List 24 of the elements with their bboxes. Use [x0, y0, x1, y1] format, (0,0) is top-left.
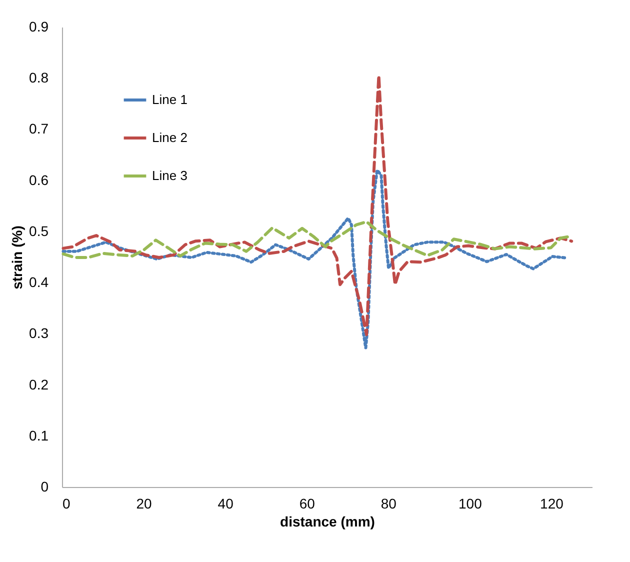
y-tick-label: 0.1 [29, 427, 49, 444]
line-series [62, 220, 571, 260]
x-tick-label: 120 [540, 496, 564, 512]
legend-label: Line 1 [152, 92, 188, 107]
y-tick-label: 0.4 [29, 274, 49, 290]
y-axis-title: strain (%) [9, 226, 26, 290]
x-tick-label: 100 [458, 496, 482, 512]
legend-label: Line 3 [152, 168, 188, 183]
x-axis-title: distance (mm) [280, 514, 375, 530]
legend-label: Line 2 [152, 130, 188, 145]
y-tick-label: 0.7 [29, 120, 49, 137]
x-tick-label: 60 [299, 496, 316, 512]
y-tick-label: 0.3 [29, 325, 49, 342]
x-tick-label: 80 [380, 496, 397, 512]
x-tick-label: 20 [136, 496, 152, 512]
line-series [62, 74, 574, 336]
x-tick-label: 40 [218, 496, 234, 512]
y-tick-label: 0.6 [29, 172, 49, 188]
x-tick-label: 0 [62, 496, 70, 512]
y-tick-label: 0.5 [29, 222, 49, 239]
y-tick-label: 0.8 [29, 70, 49, 86]
y-tick-label: 0.2 [29, 376, 49, 392]
y-tick-label: 0 [40, 478, 49, 494]
y-tick-label: 0.9 [29, 18, 49, 34]
